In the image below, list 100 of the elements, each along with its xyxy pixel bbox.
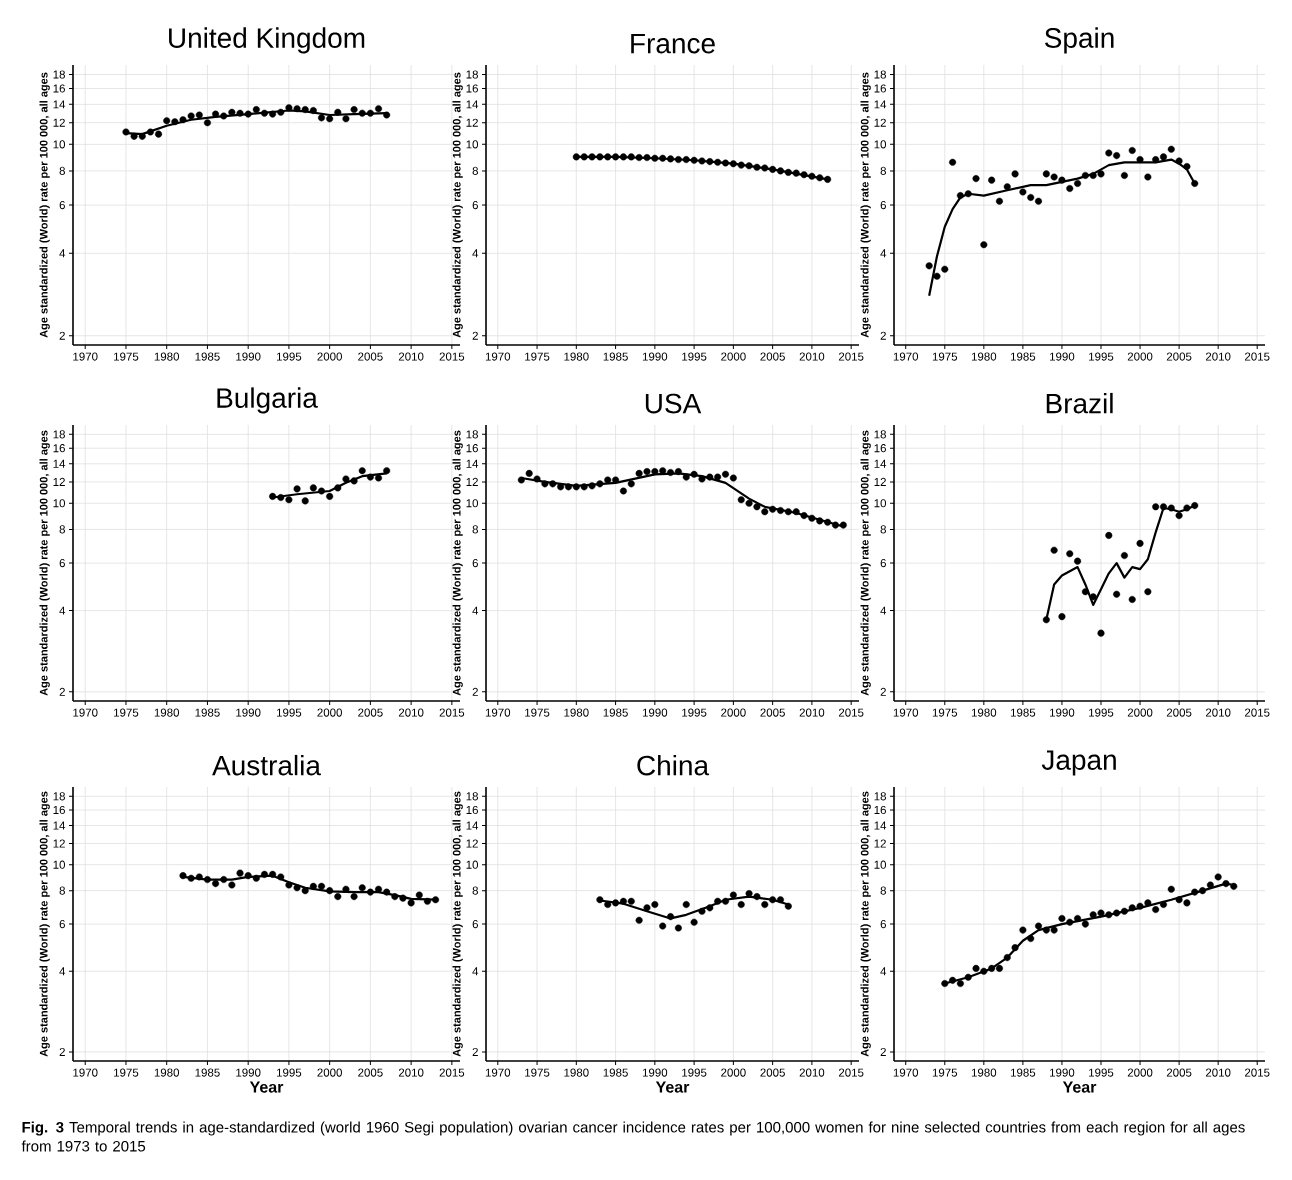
- point: [1159, 503, 1167, 511]
- point: [293, 485, 301, 493]
- y-tick-label: 16: [874, 805, 886, 815]
- point: [1042, 926, 1050, 934]
- point: [604, 476, 612, 484]
- point: [285, 881, 293, 889]
- chart-title: Australia: [212, 754, 321, 776]
- x-tick-label: 1970: [73, 352, 98, 361]
- point: [285, 104, 293, 112]
- point: [659, 154, 667, 162]
- y-tick-label: 6: [59, 920, 65, 929]
- point: [260, 870, 268, 878]
- point: [596, 896, 604, 904]
- x-tick-label: 2015: [838, 1068, 864, 1077]
- point: [1042, 616, 1050, 624]
- point: [964, 190, 972, 198]
- x-tick-label: 1970: [893, 708, 919, 717]
- point: [635, 916, 643, 924]
- point: [995, 197, 1003, 205]
- y-tick-label: 14: [874, 821, 887, 830]
- point: [698, 907, 706, 915]
- point: [326, 492, 334, 500]
- point: [1074, 914, 1082, 922]
- y-tick-label: 4: [472, 606, 479, 615]
- point: [714, 897, 722, 905]
- point: [1136, 902, 1144, 910]
- point: [277, 494, 285, 502]
- x-tick-label: 2000: [317, 1068, 342, 1077]
- point: [260, 109, 268, 117]
- point: [604, 153, 612, 161]
- point: [1136, 156, 1144, 164]
- point: [784, 508, 792, 516]
- y-tick-label: 12: [874, 839, 886, 848]
- point: [1089, 593, 1097, 601]
- point: [1003, 954, 1011, 962]
- x-tick-label: 1995: [682, 352, 707, 361]
- point: [301, 497, 309, 505]
- chart-title: Bulgaria: [217, 387, 318, 414]
- y-tick-label: 6: [880, 920, 886, 929]
- y-tick-label: 8: [472, 525, 478, 534]
- point: [1050, 546, 1058, 554]
- point: [1152, 906, 1160, 914]
- point: [722, 897, 730, 905]
- point: [722, 470, 730, 478]
- x-tick-label: 1975: [932, 708, 958, 717]
- point: [1128, 595, 1136, 603]
- point: [1183, 504, 1191, 512]
- point: [1120, 907, 1128, 915]
- point: [1035, 922, 1043, 930]
- point: [651, 154, 659, 162]
- x-tick-label: 2005: [760, 352, 785, 361]
- y-tick-label: 12: [466, 477, 478, 486]
- point: [1152, 503, 1160, 511]
- y-tick-label: 16: [874, 84, 886, 93]
- point: [564, 483, 572, 491]
- x-axis-title: Year: [1062, 1081, 1097, 1093]
- point: [1066, 918, 1074, 926]
- point: [706, 904, 714, 912]
- x-tick-label: 2000: [317, 352, 342, 361]
- x-tick-label: 2005: [760, 708, 785, 717]
- y-tick-label: 12: [53, 118, 65, 127]
- x-tick-label: 2010: [1205, 352, 1231, 361]
- point: [187, 874, 195, 882]
- point: [277, 108, 285, 116]
- y-tick-label: 14: [53, 459, 66, 468]
- x-tick-label: 1980: [564, 1068, 589, 1077]
- point: [580, 153, 588, 161]
- point: [163, 117, 171, 125]
- point: [1027, 935, 1035, 943]
- chart-title: France: [631, 33, 715, 54]
- y-tick-label: 6: [59, 201, 65, 210]
- x-tick-label: 1990: [236, 1068, 261, 1077]
- y-tick-label: 2: [472, 1047, 478, 1056]
- point: [635, 469, 643, 477]
- y-tick-label: 8: [59, 166, 65, 175]
- point: [1105, 911, 1113, 919]
- chart-title: Japan: [1041, 750, 1116, 776]
- point: [792, 508, 800, 516]
- point: [753, 163, 761, 171]
- x-tick-label: 2000: [721, 1068, 746, 1077]
- point: [682, 156, 690, 164]
- x-tick-label: 1990: [1050, 1068, 1075, 1077]
- point: [228, 881, 236, 889]
- point: [706, 158, 714, 166]
- point: [980, 967, 988, 975]
- point: [301, 106, 309, 114]
- y-tick-label: 10: [874, 140, 887, 149]
- y-tick-label: 14: [874, 459, 887, 468]
- x-tick-label: 1970: [73, 708, 98, 717]
- point: [334, 108, 342, 116]
- point: [612, 476, 620, 484]
- x-tick-label: 1980: [971, 708, 997, 717]
- point: [236, 869, 244, 877]
- point: [808, 172, 816, 180]
- y-tick-label: 16: [53, 805, 65, 815]
- point: [753, 503, 761, 511]
- y-tick-label: 4: [880, 249, 887, 258]
- point: [375, 474, 383, 482]
- x-tick-label: 2005: [1166, 708, 1192, 717]
- x-tick-label: 1980: [154, 708, 180, 717]
